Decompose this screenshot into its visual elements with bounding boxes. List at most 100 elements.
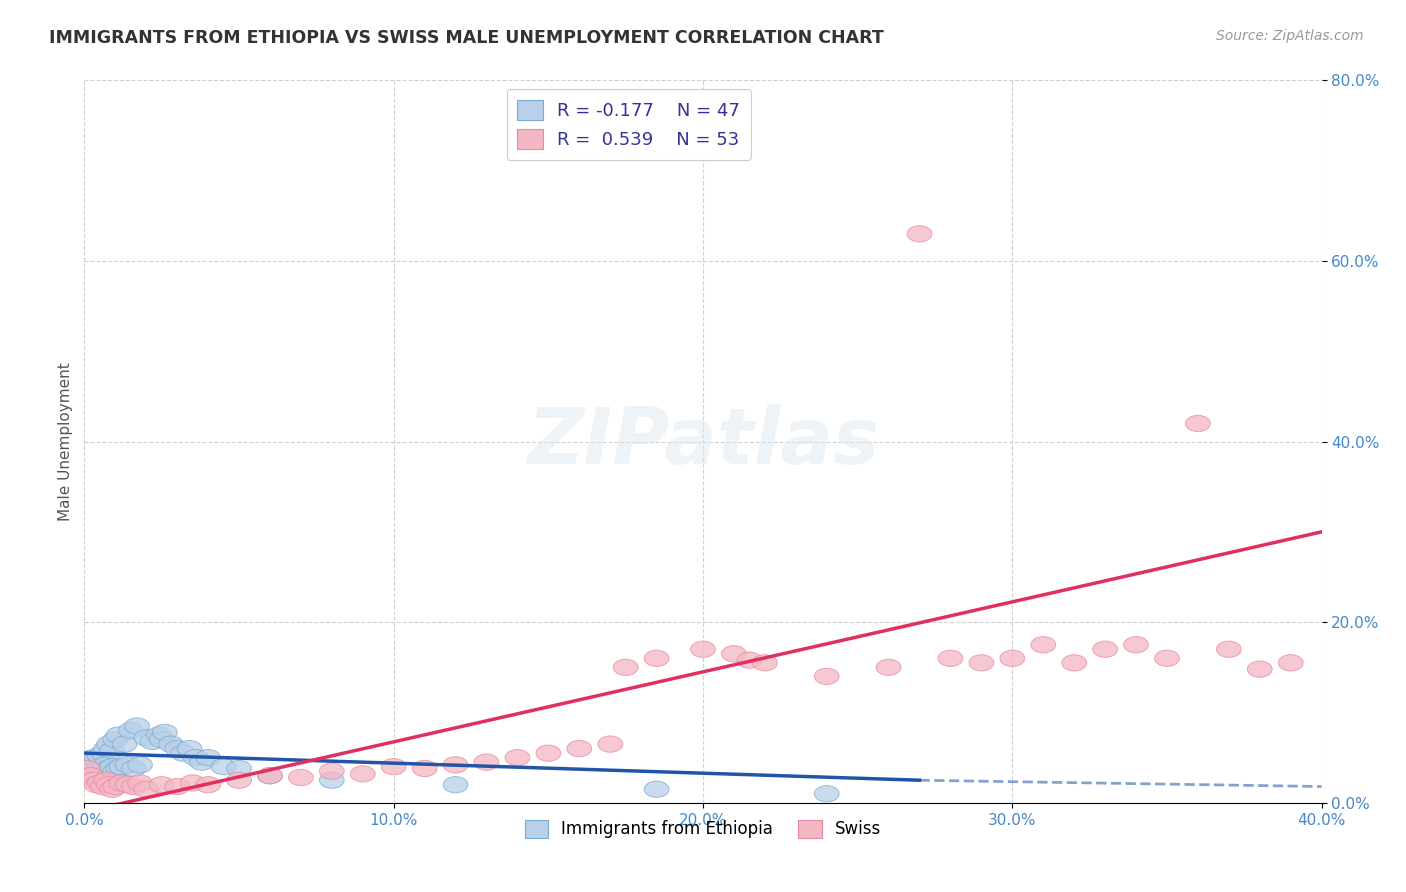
- Ellipse shape: [814, 786, 839, 802]
- Ellipse shape: [103, 779, 128, 795]
- Ellipse shape: [128, 775, 152, 791]
- Ellipse shape: [87, 775, 112, 791]
- Ellipse shape: [94, 756, 118, 773]
- Ellipse shape: [121, 760, 146, 777]
- Ellipse shape: [177, 740, 202, 756]
- Ellipse shape: [752, 655, 778, 671]
- Ellipse shape: [350, 765, 375, 782]
- Ellipse shape: [1185, 416, 1211, 432]
- Ellipse shape: [505, 749, 530, 765]
- Ellipse shape: [172, 745, 195, 761]
- Ellipse shape: [141, 733, 165, 749]
- Ellipse shape: [112, 736, 136, 752]
- Ellipse shape: [149, 777, 174, 793]
- Ellipse shape: [211, 758, 236, 775]
- Ellipse shape: [1031, 637, 1056, 653]
- Ellipse shape: [121, 779, 146, 795]
- Text: ZIPatlas: ZIPatlas: [527, 403, 879, 480]
- Ellipse shape: [190, 754, 214, 771]
- Ellipse shape: [165, 740, 190, 756]
- Ellipse shape: [115, 777, 141, 793]
- Ellipse shape: [90, 745, 115, 761]
- Ellipse shape: [79, 768, 103, 784]
- Ellipse shape: [118, 723, 143, 739]
- Ellipse shape: [94, 740, 118, 756]
- Ellipse shape: [125, 718, 149, 734]
- Ellipse shape: [195, 777, 221, 793]
- Ellipse shape: [567, 740, 592, 756]
- Ellipse shape: [146, 727, 172, 743]
- Ellipse shape: [180, 775, 205, 791]
- Ellipse shape: [195, 749, 221, 765]
- Ellipse shape: [876, 659, 901, 675]
- Ellipse shape: [87, 747, 112, 764]
- Ellipse shape: [1216, 641, 1241, 657]
- Ellipse shape: [105, 727, 131, 743]
- Ellipse shape: [257, 768, 283, 784]
- Ellipse shape: [128, 756, 152, 773]
- Ellipse shape: [288, 770, 314, 786]
- Ellipse shape: [1154, 650, 1180, 666]
- Ellipse shape: [598, 736, 623, 752]
- Ellipse shape: [84, 777, 110, 793]
- Ellipse shape: [226, 760, 252, 777]
- Ellipse shape: [381, 758, 406, 775]
- Ellipse shape: [721, 646, 747, 662]
- Ellipse shape: [110, 758, 134, 775]
- Ellipse shape: [82, 772, 105, 789]
- Ellipse shape: [1092, 641, 1118, 657]
- Ellipse shape: [907, 226, 932, 242]
- Ellipse shape: [84, 751, 110, 768]
- Ellipse shape: [443, 777, 468, 793]
- Ellipse shape: [75, 758, 100, 775]
- Ellipse shape: [1123, 637, 1149, 653]
- Ellipse shape: [613, 659, 638, 675]
- Y-axis label: Male Unemployment: Male Unemployment: [58, 362, 73, 521]
- Ellipse shape: [474, 754, 499, 771]
- Ellipse shape: [165, 779, 190, 795]
- Ellipse shape: [159, 736, 183, 752]
- Ellipse shape: [814, 668, 839, 684]
- Ellipse shape: [100, 758, 125, 775]
- Ellipse shape: [443, 756, 468, 773]
- Ellipse shape: [938, 650, 963, 666]
- Ellipse shape: [644, 650, 669, 666]
- Ellipse shape: [84, 763, 110, 780]
- Ellipse shape: [690, 641, 716, 657]
- Ellipse shape: [149, 731, 174, 747]
- Ellipse shape: [644, 781, 669, 797]
- Ellipse shape: [134, 730, 159, 746]
- Ellipse shape: [103, 731, 128, 747]
- Ellipse shape: [1278, 655, 1303, 671]
- Text: Source: ZipAtlas.com: Source: ZipAtlas.com: [1216, 29, 1364, 43]
- Ellipse shape: [97, 760, 121, 777]
- Ellipse shape: [152, 724, 177, 740]
- Ellipse shape: [90, 779, 115, 795]
- Ellipse shape: [97, 777, 121, 793]
- Ellipse shape: [319, 772, 344, 789]
- Ellipse shape: [1000, 650, 1025, 666]
- Ellipse shape: [183, 749, 208, 765]
- Ellipse shape: [105, 760, 131, 777]
- Ellipse shape: [90, 760, 115, 777]
- Ellipse shape: [94, 772, 118, 789]
- Ellipse shape: [115, 756, 141, 773]
- Ellipse shape: [82, 756, 105, 773]
- Ellipse shape: [536, 745, 561, 761]
- Ellipse shape: [87, 758, 112, 775]
- Ellipse shape: [319, 763, 344, 780]
- Ellipse shape: [103, 763, 128, 780]
- Ellipse shape: [969, 655, 994, 671]
- Ellipse shape: [75, 760, 100, 777]
- Ellipse shape: [79, 754, 103, 771]
- Ellipse shape: [100, 742, 125, 758]
- Text: IMMIGRANTS FROM ETHIOPIA VS SWISS MALE UNEMPLOYMENT CORRELATION CHART: IMMIGRANTS FROM ETHIOPIA VS SWISS MALE U…: [49, 29, 884, 46]
- Ellipse shape: [79, 760, 103, 777]
- Ellipse shape: [100, 781, 125, 797]
- Ellipse shape: [110, 775, 134, 791]
- Legend: Immigrants from Ethiopia, Swiss: Immigrants from Ethiopia, Swiss: [517, 813, 889, 845]
- Ellipse shape: [737, 652, 762, 668]
- Ellipse shape: [134, 781, 159, 797]
- Ellipse shape: [226, 772, 252, 789]
- Ellipse shape: [412, 760, 437, 777]
